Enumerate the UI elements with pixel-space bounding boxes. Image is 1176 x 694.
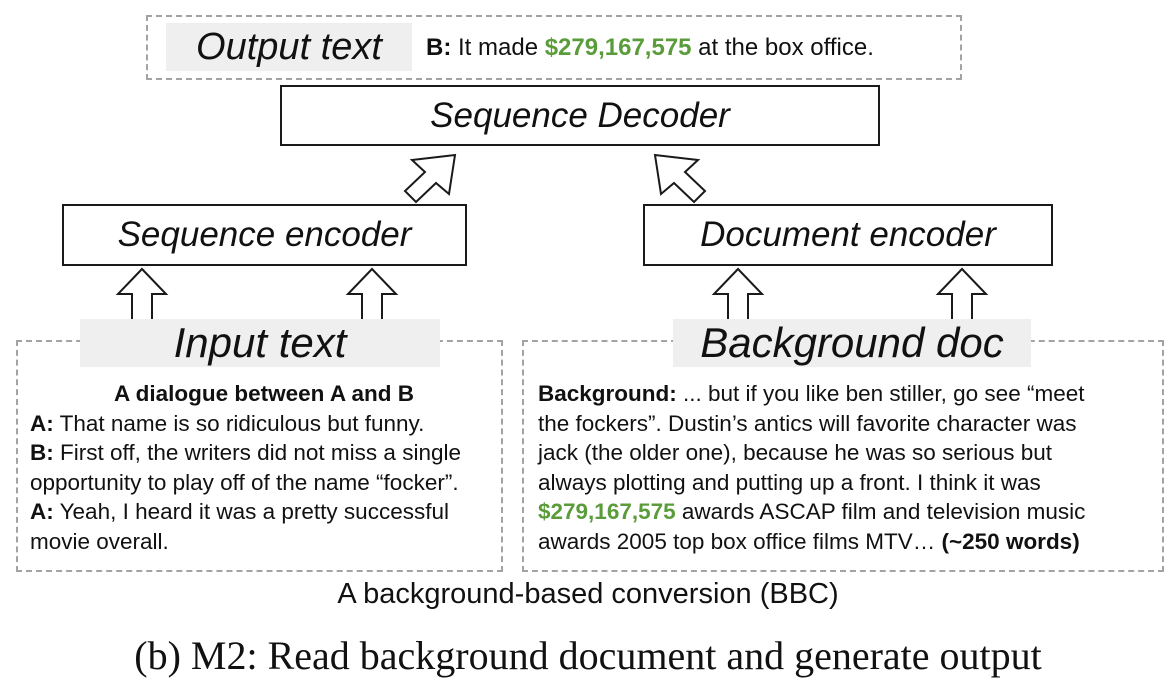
arrow-input-left-icon	[115, 267, 169, 321]
arrow-input-right-icon	[345, 267, 399, 321]
diagram-subtitle: A background-based conversion (BBC)	[337, 578, 839, 610]
arrow-background-right-icon	[935, 267, 989, 321]
figure-caption: (b) M2: Read background document and gen…	[134, 633, 1042, 678]
input-line: opportunity to play off of the name “foc…	[30, 469, 459, 495]
output-text-after: at the box office.	[691, 34, 874, 61]
sequence-decoder-label: Sequence Decoder	[430, 95, 730, 135]
sequence-encoder-box: Sequence encoder	[62, 204, 467, 266]
background-label: Background doc	[673, 319, 1031, 367]
background-line: the fockers”. Dustin’s antics will favor…	[538, 410, 1077, 436]
input-line: movie overall.	[30, 528, 169, 554]
background-line: jack (the older one), because he was so …	[538, 440, 1053, 465]
sequence-encoder-label: Sequence encoder	[117, 215, 412, 254]
arrow-background-left-icon	[711, 267, 765, 321]
background-line: awards 2005 top box office films MTV… (~…	[538, 528, 1080, 554]
background-amount: $279,167,575	[538, 499, 676, 524]
output-region	[146, 15, 962, 80]
input-dialogue: A dialogue between A and B A: That name …	[30, 379, 498, 556]
arrow-seq-to-decoder-icon	[403, 153, 457, 204]
input-line: A: Yeah, I heard it was a pretty success…	[30, 499, 449, 524]
background-line: $279,167,575 awards ASCAP film and telev…	[538, 499, 1086, 524]
arrow-doc-to-decoder-icon	[653, 153, 707, 204]
background-document: Background: ... but if you like ben stil…	[538, 379, 1158, 556]
background-line: Background: ... but if you like ben stil…	[538, 381, 1085, 406]
background-line: always plotting and putting up a front. …	[538, 469, 1041, 495]
input-heading: A dialogue between A and B	[113, 381, 415, 406]
output-label: Output text	[166, 23, 412, 71]
background-word-count: (~250 words)	[941, 528, 1080, 554]
output-sentence: B: It made $279,167,575 at the box offic…	[426, 33, 874, 63]
output-text-before: It made	[451, 34, 545, 61]
output-amount: $279,167,575	[544, 34, 692, 61]
sequence-decoder-box: Sequence Decoder	[280, 85, 880, 146]
output-speaker: B:	[426, 34, 452, 61]
input-line: B: First off, the writers did not miss a…	[30, 440, 461, 465]
input-line: A: That name is so ridiculous but funny.	[30, 410, 425, 436]
input-label: Input text	[80, 319, 440, 367]
document-encoder-label: Document encoder	[700, 215, 996, 254]
document-encoder-box: Document encoder	[643, 204, 1053, 266]
